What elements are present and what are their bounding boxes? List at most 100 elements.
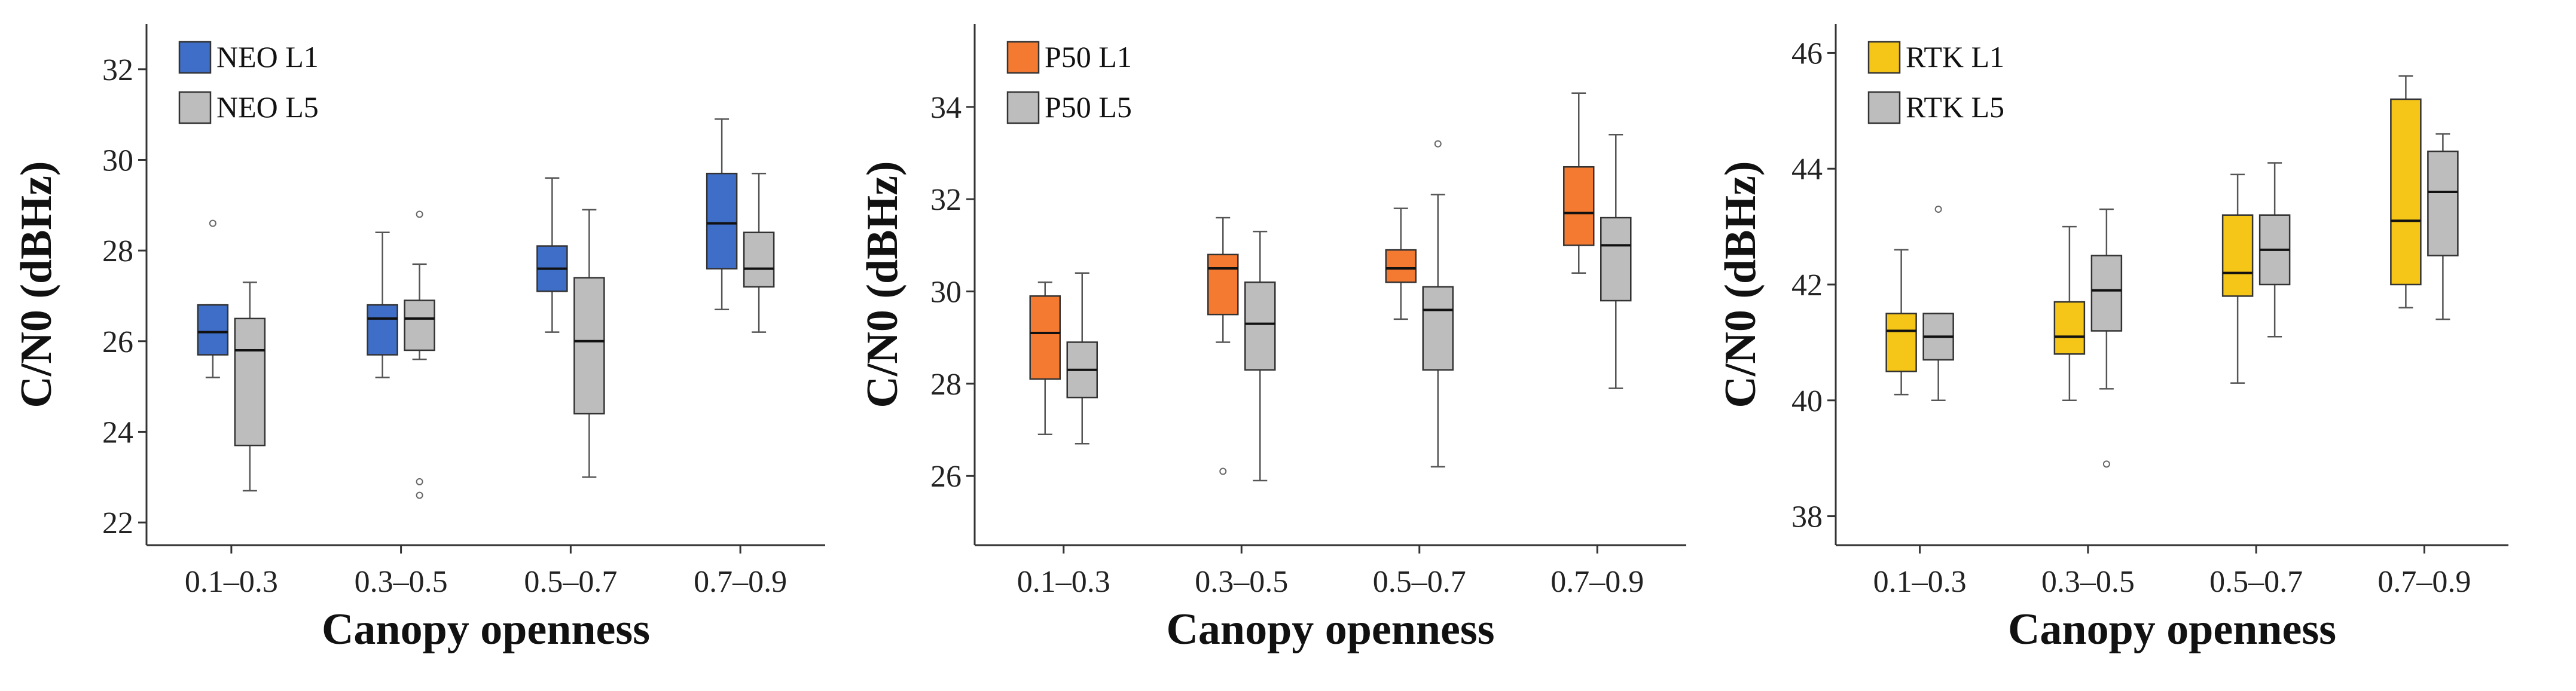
box-p50-l5-2 xyxy=(1244,231,1276,482)
x-tick-label: 0.7–0.9 xyxy=(1551,565,1644,599)
outlier-point xyxy=(1434,140,1442,148)
box-neo-l5-4 xyxy=(743,172,775,333)
y-axis-title: C/N0 (dBHz) xyxy=(12,161,61,408)
box-p50-l5-4 xyxy=(1600,133,1632,389)
x-tick-label: 0.5–0.7 xyxy=(2209,565,2303,599)
box-rect xyxy=(1207,253,1239,316)
x-tick-label: 0.7–0.9 xyxy=(2377,565,2471,599)
box-rtk-l1-2 xyxy=(2053,225,2086,402)
y-axis-title: C/N0 (dBHz) xyxy=(858,161,907,408)
legend-label: RTK L5 xyxy=(1906,90,2004,124)
y-tick-label: 22 xyxy=(102,506,133,540)
y-tick-label: 46 xyxy=(1791,36,1823,71)
x-tick-label: 0.3–0.5 xyxy=(355,565,448,599)
legend-swatch xyxy=(1006,41,1040,74)
legend-label: P50 L5 xyxy=(1045,90,1132,124)
y-tick-label: 28 xyxy=(102,234,133,268)
outlier-point xyxy=(416,210,423,218)
x-axis-title: Canopy openness xyxy=(322,605,650,654)
box-rtk-l1-1 xyxy=(1885,249,1917,396)
box-p50-l1-4 xyxy=(1563,92,1595,274)
legend-swatch xyxy=(1006,91,1040,124)
box-rtk-l5-2 xyxy=(2090,208,2123,468)
box-rect xyxy=(1029,295,1061,380)
legend-label: RTK L1 xyxy=(1906,40,2004,74)
x-tick-label: 0.7–0.9 xyxy=(694,565,787,599)
box-rect xyxy=(1885,313,1917,372)
legend-label: NEO L5 xyxy=(216,90,319,124)
outlier-point xyxy=(1934,206,1942,213)
y-tick-label: 40 xyxy=(1791,384,1823,418)
box-p50-l1-3 xyxy=(1385,207,1417,320)
y-tick-label: 26 xyxy=(930,460,962,494)
box-neo-l1-1 xyxy=(197,219,229,378)
box-rtk-l1-4 xyxy=(2390,75,2422,309)
box-rect xyxy=(234,317,266,447)
y-axis-title: C/N0 (dBHz) xyxy=(1716,161,1765,408)
box-p50-l5-3 xyxy=(1422,140,1454,468)
x-tick-label: 0.3–0.5 xyxy=(2041,565,2135,599)
outlier-point xyxy=(416,491,423,499)
box-rect xyxy=(2053,301,2086,355)
box-rect xyxy=(573,277,605,415)
box-neo-l5-3 xyxy=(573,209,605,478)
box-neo-l5-2 xyxy=(404,210,435,499)
chart-panel-1: 22 24 26 28 30 32 0.1–0.3 0.3–0.5 0.5–0.7 0.7–0.9… xyxy=(12,24,825,654)
x-axis-title: Canopy openness xyxy=(1166,605,1494,654)
box-rect xyxy=(743,231,775,288)
box-rect xyxy=(1385,249,1417,283)
legend-label: P50 L1 xyxy=(1045,40,1132,74)
outlier-point xyxy=(416,478,423,485)
y-tick-label: 32 xyxy=(102,53,133,87)
box-rect xyxy=(1244,281,1276,371)
x-axis-title: Canopy openness xyxy=(2008,605,2336,654)
box-rect xyxy=(367,304,398,356)
chart-panel-3: 38 40 42 44 46 0.1–0.3 0.3–0.5 0.5–0.7 0.7–0.9 Ca… xyxy=(1716,24,2508,654)
y-tick-label: 42 xyxy=(1791,268,1823,302)
outlier-point xyxy=(1219,467,1227,475)
x-tick-label: 0.5–0.7 xyxy=(524,565,617,599)
box-neo-l1-3 xyxy=(536,177,568,333)
y-tick-label: 44 xyxy=(1791,152,1823,186)
legend-label: NEO L1 xyxy=(216,40,319,74)
legend-swatch xyxy=(1867,91,1901,124)
y-tick-label: 34 xyxy=(930,91,962,125)
y-tick-label: 30 xyxy=(930,276,962,310)
box-p50-l1-2 xyxy=(1207,216,1239,475)
box-rect xyxy=(2221,214,2254,297)
box-rect xyxy=(404,299,435,351)
outlier-point xyxy=(2102,460,2110,468)
legend-swatch xyxy=(1867,41,1901,74)
y-tick-label: 28 xyxy=(930,368,962,402)
box-rect xyxy=(2090,255,2123,332)
y-tick-label: 38 xyxy=(1791,500,1823,534)
x-tick-label: 0.5–0.7 xyxy=(1373,565,1466,599)
box-rect xyxy=(2390,98,2422,286)
legend-swatch xyxy=(178,41,212,74)
box-neo-l5-1 xyxy=(234,281,266,492)
box-rect xyxy=(1600,216,1632,302)
y-tick-label: 24 xyxy=(102,415,133,450)
y-tick-label: 26 xyxy=(102,325,133,359)
x-tick-label: 0.1–0.3 xyxy=(1873,565,1967,599)
x-tick-label: 0.3–0.5 xyxy=(1195,565,1288,599)
y-tick-label: 30 xyxy=(102,143,133,178)
box-rtk-l1-3 xyxy=(2221,173,2254,384)
chart-panel-2: 26 28 30 32 34 0.1–0.3 0.3–0.5 0.5–0.7 0.7–0.9 Ca… xyxy=(858,24,1686,654)
x-tick-label: 0.1–0.3 xyxy=(185,565,278,599)
box-rect xyxy=(1422,286,1454,371)
box-rtk-l5-1 xyxy=(1922,206,1954,402)
outlier-point xyxy=(209,219,216,227)
box-neo-l1-2 xyxy=(367,231,398,378)
legend-swatch xyxy=(178,91,212,124)
box-rect xyxy=(706,172,738,270)
box-rtk-l5-3 xyxy=(2258,162,2291,338)
box-neo-l1-4 xyxy=(706,118,738,310)
box-rtk-l5-4 xyxy=(2427,133,2459,320)
box-rect xyxy=(197,304,229,356)
box-rect xyxy=(1563,166,1595,246)
box-rect xyxy=(2427,150,2459,256)
box-p50-l5-1 xyxy=(1066,272,1098,445)
x-tick-label: 0.1–0.3 xyxy=(1017,565,1110,599)
